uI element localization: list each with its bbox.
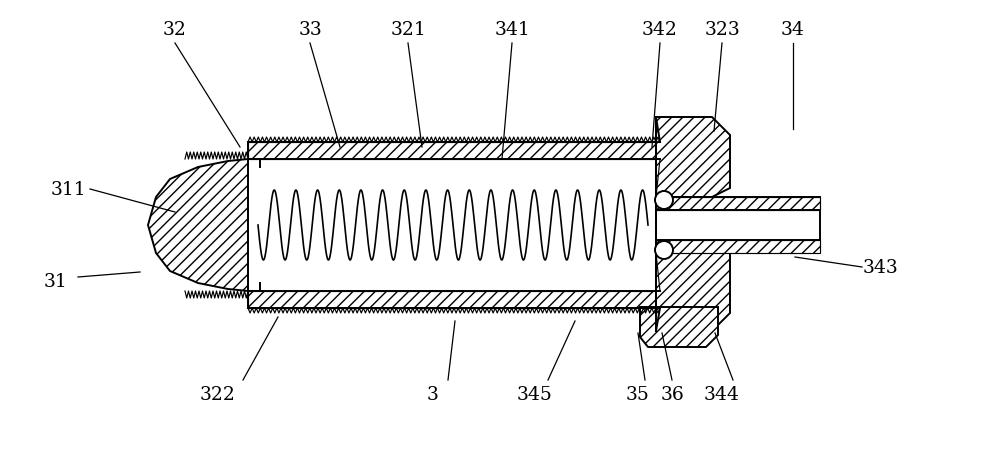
Text: 323: 323 bbox=[704, 21, 740, 39]
Text: 34: 34 bbox=[781, 21, 805, 39]
Text: 341: 341 bbox=[494, 21, 530, 39]
Circle shape bbox=[655, 192, 673, 210]
Polygon shape bbox=[640, 307, 718, 347]
Text: 35: 35 bbox=[626, 385, 650, 403]
Text: 344: 344 bbox=[704, 385, 740, 403]
Text: 321: 321 bbox=[390, 21, 426, 39]
Text: 33: 33 bbox=[298, 21, 322, 39]
Polygon shape bbox=[656, 253, 660, 291]
Polygon shape bbox=[248, 143, 660, 160]
Polygon shape bbox=[248, 291, 660, 308]
Text: 3: 3 bbox=[427, 385, 439, 403]
Polygon shape bbox=[656, 160, 660, 198]
Bar bbox=[656, 198, 820, 253]
Text: 32: 32 bbox=[163, 21, 187, 39]
Polygon shape bbox=[656, 244, 730, 331]
Text: 322: 322 bbox=[200, 385, 236, 403]
Circle shape bbox=[655, 241, 673, 259]
Polygon shape bbox=[656, 240, 820, 253]
Polygon shape bbox=[148, 160, 248, 291]
Text: 342: 342 bbox=[642, 21, 678, 39]
Polygon shape bbox=[656, 118, 730, 198]
Text: 343: 343 bbox=[862, 258, 898, 276]
Text: 311: 311 bbox=[50, 180, 86, 198]
Text: 36: 36 bbox=[660, 385, 684, 403]
Text: 345: 345 bbox=[517, 385, 553, 403]
Text: 31: 31 bbox=[43, 272, 67, 290]
Polygon shape bbox=[656, 198, 820, 211]
